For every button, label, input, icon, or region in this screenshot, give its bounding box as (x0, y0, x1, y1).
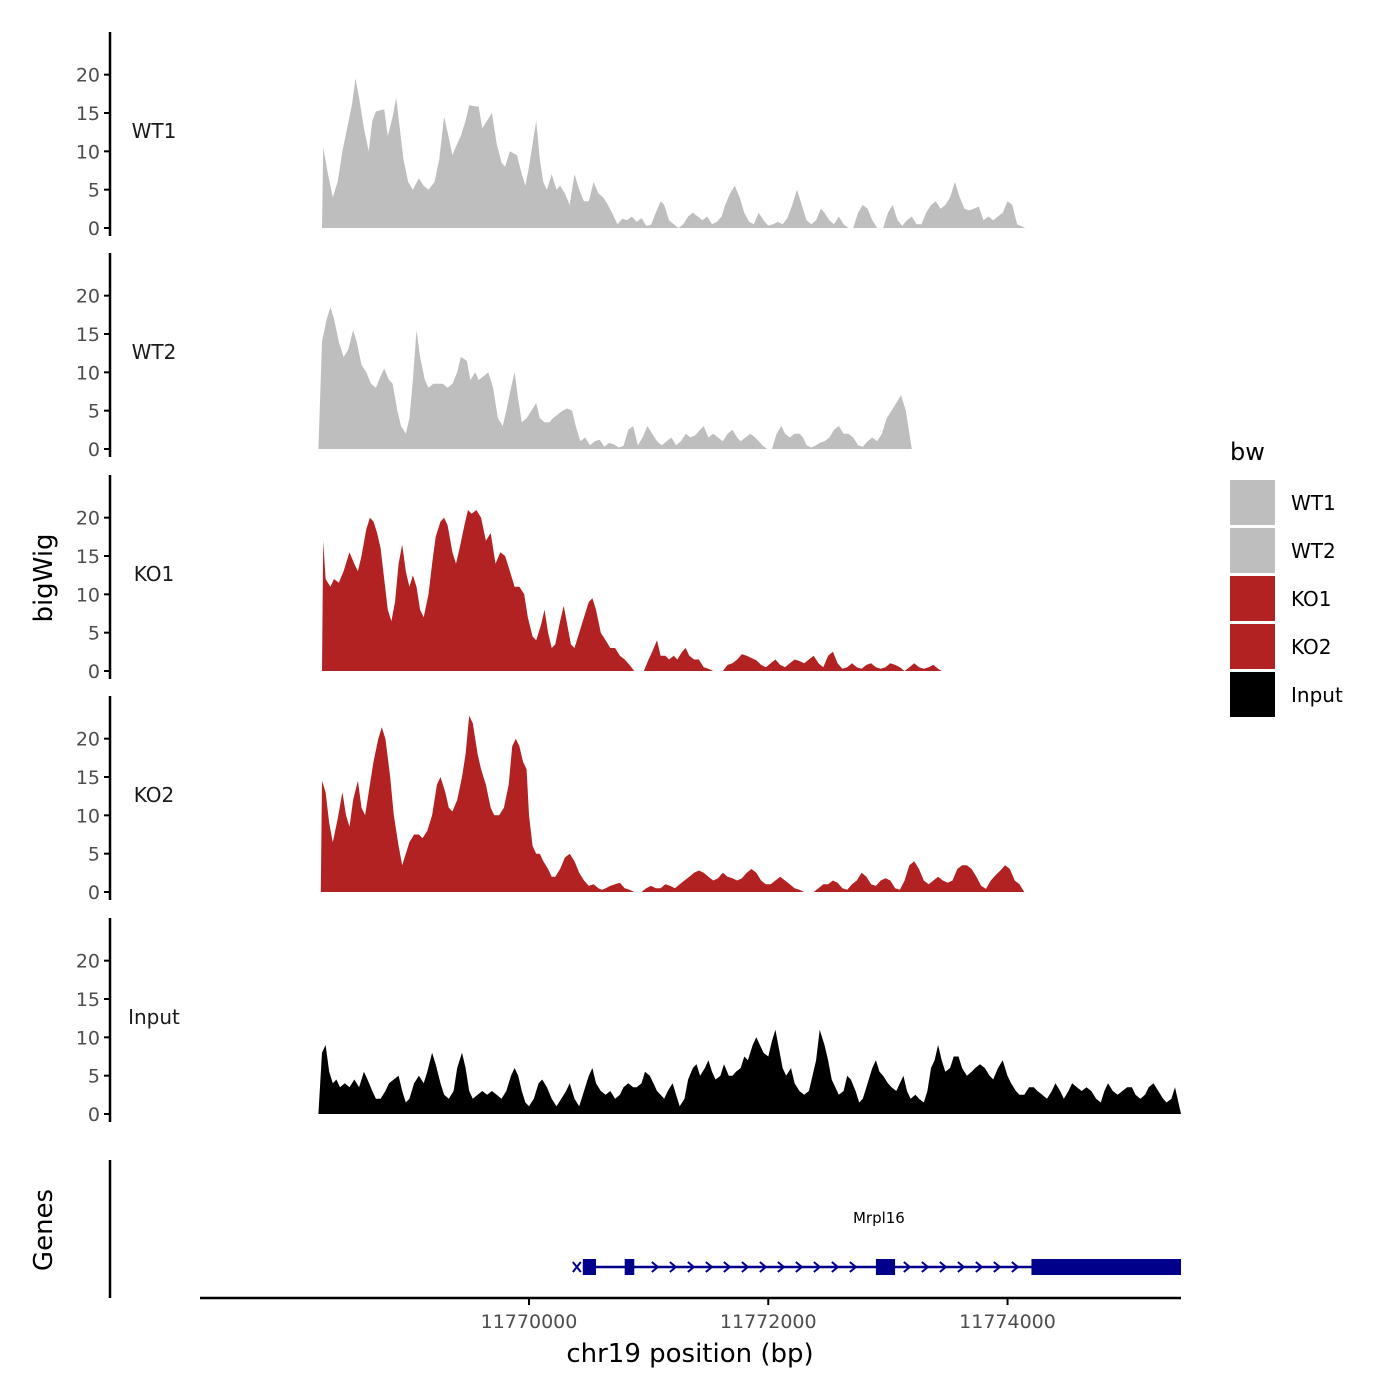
y-tick-label: 0 (88, 439, 100, 461)
legend: bw WT1 WT2 KO1 KO2 Input (1230, 438, 1343, 717)
legend-label-ko1: KO1 (1291, 587, 1332, 611)
strand-arrow (651, 1261, 660, 1273)
legend-title: bw (1230, 438, 1265, 466)
track-input: 0 5 10 15 20 Input (76, 918, 1181, 1126)
strand-arrow (759, 1261, 768, 1273)
strand-arrow (903, 1261, 912, 1273)
y-tick-label: 15 (76, 103, 100, 125)
track-wt1: 0 5 10 15 20 WT1 (76, 32, 1026, 240)
legend-label-wt1: WT1 (1291, 491, 1336, 515)
track-label-ko1: KO1 (134, 562, 175, 586)
strand-arrow (993, 1261, 1002, 1273)
area-wt1 (322, 78, 1026, 228)
x-tick-label: 11774000 (959, 1311, 1056, 1333)
track-label-wt2: WT2 (132, 340, 177, 364)
y-tick-label: 0 (88, 1104, 100, 1126)
track-label-wt1: WT1 (132, 119, 177, 143)
legend-key-input (1230, 672, 1275, 717)
strand-arrow (813, 1261, 822, 1273)
legend-label-ko2: KO2 (1291, 635, 1332, 659)
track-wt2: 0 5 10 15 20 WT2 (76, 253, 912, 461)
legend-key-wt2 (1230, 528, 1275, 573)
gene-exon (875, 1259, 896, 1275)
strand-arrow (849, 1261, 858, 1273)
y-tick-label: 5 (88, 401, 100, 423)
strand-arrow (939, 1261, 948, 1273)
x-tick-label: 11772000 (720, 1311, 817, 1333)
strand-arrow (669, 1261, 678, 1273)
gene-exon (1031, 1259, 1181, 1275)
strand-arrow (831, 1261, 840, 1273)
x-tick-label: 11770000 (481, 1311, 578, 1333)
y-tick-label: 5 (88, 623, 100, 645)
strand-arrow (1011, 1261, 1020, 1273)
y-tick-label: 10 (76, 584, 100, 606)
strand-arrow (687, 1261, 696, 1273)
area-ko2 (320, 715, 1025, 892)
strand-arrow (975, 1261, 984, 1273)
track-label-ko2: KO2 (134, 783, 175, 807)
y-tick-label: 20 (76, 286, 100, 308)
y-tick-label: 5 (88, 1066, 100, 1088)
gene-label: Mrpl16 (853, 1209, 905, 1227)
y-tick-label: 20 (76, 508, 100, 530)
y-tick-label: 10 (76, 362, 100, 384)
track-ko1: 0 5 10 15 20 KO1 (76, 475, 942, 683)
gene-start-marker (572, 1261, 582, 1273)
y-tick-label: 5 (88, 844, 100, 866)
legend-key-ko1 (1230, 576, 1275, 621)
y-tick-label: 15 (76, 324, 100, 346)
y-tick-label: 10 (76, 1027, 100, 1049)
gene-track: Mrpl16 (108, 1160, 1181, 1298)
y-tick-label: 5 (88, 180, 100, 202)
y-tick-label: 20 (76, 729, 100, 751)
x-axis: 11770000 11772000 11774000 (200, 1296, 1181, 1333)
track-ko2: 0 5 10 15 20 KO2 (76, 696, 1025, 904)
area-input (318, 1029, 1181, 1114)
strand-arrow (705, 1261, 714, 1273)
y-tick-label: 0 (88, 882, 100, 904)
strand-arrow (921, 1261, 930, 1273)
signal-tracks: 0 5 10 15 20 WT1 0 5 10 15 20 WT2 0 5 10 15 20 KO1 0 5 10 15 2… (76, 32, 1181, 1126)
strand-arrow (957, 1261, 966, 1273)
area-ko1 (322, 510, 942, 671)
strand-arrow (795, 1261, 804, 1273)
track-label-input: Input (128, 1005, 180, 1029)
legend-label-wt2: WT2 (1291, 539, 1336, 563)
y-tick-label: 20 (76, 65, 100, 87)
genes-axis-title: Genes (29, 1189, 59, 1271)
y-axis-title: bigWig (29, 533, 59, 622)
strand-arrow (741, 1261, 750, 1273)
legend-key-wt1 (1230, 480, 1275, 525)
legend-label-input: Input (1291, 683, 1343, 707)
y-tick-label: 10 (76, 805, 100, 827)
gene-exon (582, 1259, 596, 1275)
y-tick-label: 10 (76, 141, 100, 163)
strand-arrow (723, 1261, 732, 1273)
legend-key-ko2 (1230, 624, 1275, 669)
y-tick-label: 20 (76, 951, 100, 973)
y-tick-label: 15 (76, 767, 100, 789)
strand-arrow (777, 1261, 786, 1273)
y-tick-label: 15 (76, 546, 100, 568)
area-wt2 (318, 307, 912, 449)
gene-exon (624, 1259, 635, 1275)
y-tick-label: 0 (88, 661, 100, 683)
y-tick-label: 0 (88, 218, 100, 240)
y-tick-label: 15 (76, 989, 100, 1011)
x-axis-title: chr19 position (bp) (566, 1339, 813, 1369)
